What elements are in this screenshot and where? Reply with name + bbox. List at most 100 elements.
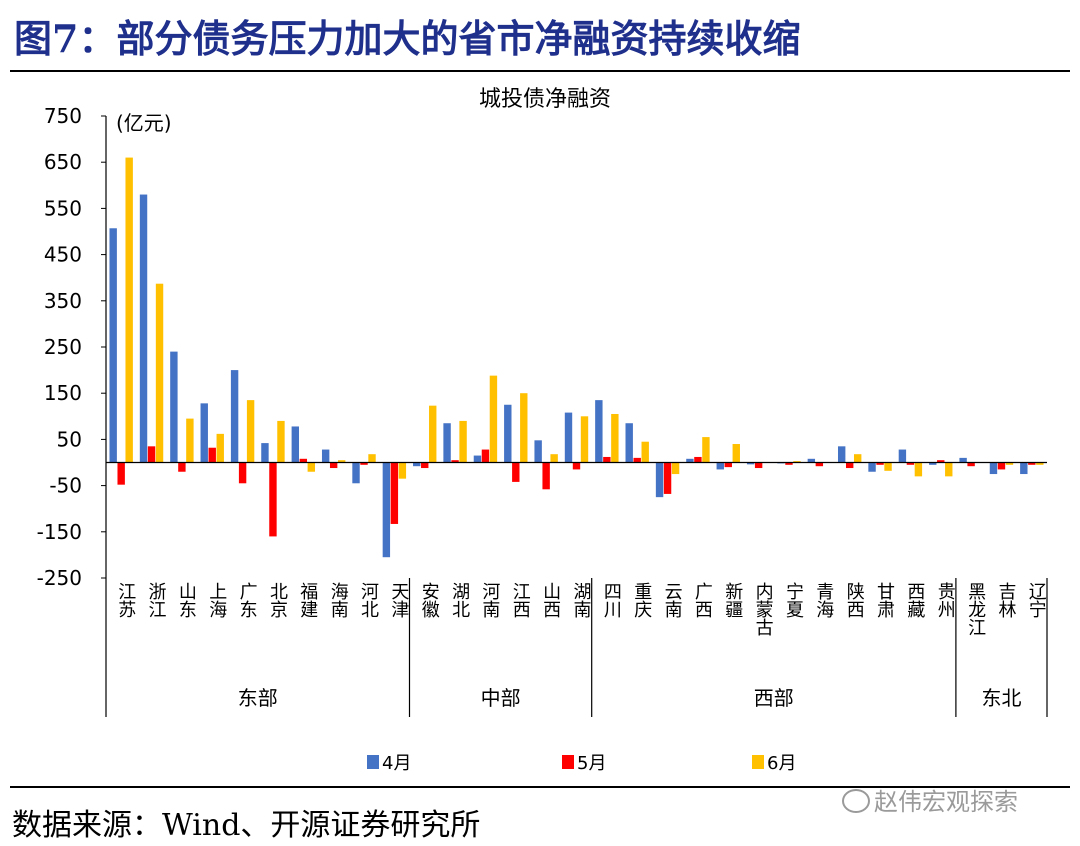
- bar-2-18: [633, 457, 641, 463]
- bar-1-4: [200, 403, 208, 463]
- group-label: 西部: [754, 686, 794, 710]
- bar-3-6: [277, 420, 285, 463]
- category-label-char: 江: [968, 618, 986, 639]
- bar-1-17: [595, 400, 603, 463]
- category-label-char: 京: [270, 600, 288, 621]
- category-label-char: 河: [361, 582, 379, 603]
- category-label-char: 西: [695, 600, 713, 621]
- bottom-rule: [10, 786, 1070, 788]
- category-label: 海南: [331, 582, 349, 621]
- bar-3-15: [550, 454, 558, 463]
- category-label-char: 河: [482, 582, 500, 603]
- category-label: 宁夏: [786, 582, 804, 621]
- bar-3-31: [1036, 462, 1044, 465]
- category-label-char: 北: [270, 582, 288, 603]
- legend-label: 4月: [382, 753, 411, 774]
- category-label: 吉林: [999, 582, 1017, 621]
- category-label-char: 南: [665, 600, 683, 621]
- unit-label: (亿元): [116, 111, 172, 135]
- category-label-char: 宁: [786, 582, 804, 603]
- bar-2-5: [238, 462, 247, 484]
- bar-3-27: [914, 462, 923, 477]
- bar-2-4: [208, 447, 216, 463]
- bar-1-15: [534, 440, 542, 463]
- y-tick-label: 150: [44, 381, 82, 405]
- category-label: 黑龙江: [968, 582, 986, 639]
- bar-2-19: [663, 462, 672, 494]
- category-label-char: 湖: [574, 582, 592, 603]
- category-label-char: 西: [847, 600, 865, 621]
- category-label-char: 海: [331, 582, 349, 603]
- category-label-char: 南: [574, 600, 592, 621]
- bar-2-13: [481, 449, 490, 463]
- bar-2-20: [694, 456, 702, 463]
- bar-1-6: [261, 443, 269, 463]
- bar-3-2: [155, 283, 164, 463]
- category-label-char: 贵: [938, 582, 956, 603]
- bar-3-12: [459, 420, 467, 463]
- category-label-char: 西: [513, 600, 531, 621]
- category-label-char: 安: [422, 582, 440, 603]
- category-label-char: 东: [179, 600, 197, 621]
- y-tick-label: 250: [44, 335, 82, 359]
- category-label-char: 云: [665, 582, 683, 603]
- category-label-char: 江: [149, 600, 167, 621]
- category-label-char: 北: [361, 600, 379, 621]
- category-label-char: 州: [938, 600, 956, 621]
- bar-3-1: [125, 157, 133, 463]
- figure-title: 图7：部分债务压力加大的省市净融资持续收缩: [14, 16, 801, 61]
- category-label-char: 西: [907, 582, 925, 603]
- category-label-char: 藏: [907, 600, 925, 621]
- bar-2-9: [360, 462, 368, 465]
- category-label: 上海: [209, 582, 227, 621]
- bar-2-10: [390, 462, 399, 524]
- category-label-char: 西: [543, 600, 561, 621]
- legend: 4月 5月 6月: [367, 753, 796, 774]
- category-label-char: 湖: [452, 582, 470, 603]
- category-label-char: 陕: [847, 582, 865, 603]
- category-label: 甘肃: [877, 582, 895, 621]
- bar-3-4: [216, 433, 224, 463]
- category-label: 湖南: [574, 582, 592, 621]
- bar-3-23: [793, 461, 801, 463]
- bar-2-27: [906, 462, 915, 465]
- category-label: 江西: [513, 582, 531, 621]
- category-label-char: 甘: [877, 582, 895, 603]
- category-label: 西藏: [907, 582, 925, 621]
- y-tick-label: 350: [44, 289, 82, 313]
- category-label: 福建: [300, 582, 318, 621]
- bar-2-25: [845, 462, 854, 469]
- category-label-char: 广: [695, 582, 713, 603]
- bar-2-22: [754, 462, 763, 469]
- bar-1-30: [989, 462, 998, 475]
- bar-3-14: [520, 393, 528, 463]
- category-label-char: 津: [391, 600, 409, 621]
- legend-swatch: [367, 755, 379, 769]
- category-label-char: 江: [118, 582, 136, 603]
- category-label-char: 辽: [1029, 582, 1047, 603]
- category-label-char: 山: [543, 582, 561, 603]
- top-rule: [10, 70, 1070, 72]
- category-label-char: 古: [756, 618, 774, 639]
- category-label: 广西: [695, 582, 713, 621]
- bar-3-21: [732, 444, 740, 463]
- bar-2-29: [967, 462, 975, 467]
- category-label: 陕西: [847, 582, 865, 621]
- bar-3-28: [945, 462, 953, 477]
- category-label: 浙江: [149, 582, 167, 621]
- legend-label: 6月: [767, 753, 796, 774]
- bar-1-10: [382, 462, 391, 558]
- bar-1-2: [139, 194, 148, 463]
- category-label-char: 龙: [968, 600, 986, 621]
- legend-label: 5月: [577, 753, 606, 774]
- category-label: 天津: [391, 582, 409, 621]
- category-label: 重庆: [634, 582, 652, 621]
- bar-2-17: [603, 456, 611, 463]
- bar-2-24: [815, 462, 824, 467]
- category-label: 河北: [361, 582, 379, 621]
- category-label-char: 海: [209, 600, 227, 621]
- bar-1-31: [1020, 462, 1028, 475]
- category-label-char: 上: [209, 582, 227, 603]
- category-label-char: 海: [816, 600, 834, 621]
- bar-2-6: [269, 462, 277, 537]
